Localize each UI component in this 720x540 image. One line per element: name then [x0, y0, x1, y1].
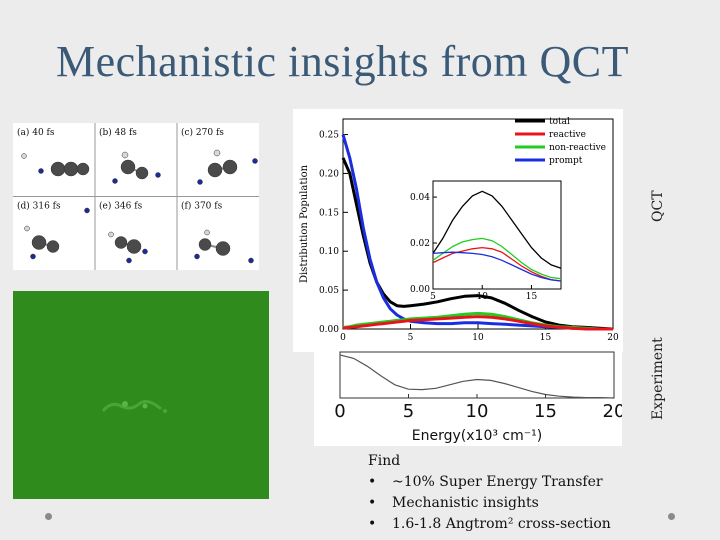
x-tick-label: 10	[472, 333, 484, 343]
plot-frame	[339, 351, 615, 399]
snapshot-label: (d) 316 fs	[17, 201, 61, 212]
x-tick-label: 15	[534, 401, 557, 422]
carbon-atom	[31, 235, 47, 250]
carbon-atom	[126, 239, 142, 254]
trajectory-snapshots-figure: (a) 40 fs (b) 48 fs (c) 270 fs (d) 316 fs (e…	[13, 123, 259, 270]
nitrogen-atom	[38, 168, 44, 174]
x-axis-label: Energy(x10³ cm⁻¹)	[412, 428, 542, 444]
x-tick-label: 15	[540, 333, 552, 343]
findings-list: Find • ~10% Super Energy Transfer • Mechan…	[368, 451, 611, 535]
x-tick-label: 5	[403, 401, 414, 422]
slide-title: Mechanistic insights from QCT	[56, 37, 629, 86]
legend-label: non-reactive	[549, 143, 606, 153]
slide-decor-dot-right	[668, 513, 675, 520]
y-tick-label: 0.10	[319, 247, 339, 257]
qct-chart-panel: 0.00 0.05 0.10 0.15 0.20 0.25 0 5 10 15 20 Distribu…	[293, 109, 623, 352]
inset-y-tick-label: 0.00	[410, 285, 430, 295]
carbon-atom	[222, 159, 238, 175]
hydrogen-atom	[108, 231, 114, 238]
y-tick-label: 0.00	[319, 325, 339, 335]
nitrogen-atom	[252, 158, 258, 164]
nitrogen-atom	[194, 253, 200, 260]
nitrogen-atom	[155, 172, 161, 178]
x-tick-label: 0	[340, 333, 346, 343]
trajectory-snapshots-panel: (a) 40 fs (b) 48 fs (c) 270 fs (d) 316 fs (e…	[13, 123, 259, 270]
hydrogen-atom	[204, 229, 210, 236]
hydrogen-atom	[24, 225, 30, 232]
inset-x-tick-label: 5	[430, 292, 436, 302]
hydrogen-atom	[121, 151, 129, 159]
inset-series-line-total	[432, 190, 562, 269]
series-line-reactive	[342, 315, 613, 331]
carbon-atom	[63, 161, 79, 177]
snapshot-label: (a) 40 fs	[17, 127, 55, 138]
y-tick-label: 0.20	[319, 169, 339, 179]
snapshot-label: (c) 270 fs	[181, 127, 224, 138]
y-tick-label: 0.15	[319, 208, 339, 218]
snapshot-label: (e) 346 fs	[99, 201, 143, 212]
finding-text: ~10% Super Energy Transfer	[392, 474, 603, 490]
y-tick-label: 0.05	[319, 286, 339, 296]
carbon-atom	[135, 166, 149, 180]
inset-y-tick-label: 0.04	[410, 193, 430, 203]
nitrogen-atom	[126, 257, 132, 264]
faint-molecule-image	[101, 399, 167, 413]
slide-decor-dot-left	[45, 513, 52, 520]
nitrogen-atom	[30, 253, 36, 260]
hydrogen-atom	[213, 149, 221, 157]
x-tick-label: 20	[607, 333, 619, 343]
carbon-atom	[120, 159, 136, 175]
qct-side-label: QCT	[650, 190, 666, 222]
y-tick-label: 0.25	[319, 131, 339, 141]
legend-label: total	[549, 117, 570, 127]
y-axis-label: Distribution Population	[299, 164, 310, 283]
legend-label: prompt	[549, 156, 583, 166]
nitrogen-atom	[142, 248, 148, 255]
qct-distribution-chart: 0.00 0.05 0.10 0.15 0.20 0.25 0 5 10 15 20 Distribu…	[299, 117, 619, 343]
carbon-atom	[198, 238, 212, 251]
experiment-chart-panel: 0 5 10 15 20 Energy(x10³ cm⁻¹)	[314, 350, 622, 446]
finding-item: • 1.6-1.8 Angtrom² cross-section	[368, 514, 611, 535]
carbon-atom	[50, 161, 66, 177]
nitrogen-atom	[112, 178, 118, 184]
inset-series-line-prompt	[432, 251, 562, 282]
x-tick-label: 5	[408, 333, 414, 343]
snapshot-label: (b) 48 fs	[99, 127, 137, 138]
legend-label: reactive	[549, 130, 586, 140]
carbon-atom	[114, 236, 128, 249]
carbon-atom	[215, 241, 231, 256]
inset-frame	[432, 180, 562, 290]
green-image-panel	[13, 291, 269, 499]
nitrogen-atom	[248, 257, 254, 264]
findings-heading: Find	[368, 453, 401, 469]
inset-y-tick-label: 0.02	[410, 239, 430, 249]
x-tick-label: 0	[334, 401, 345, 422]
hydrogen-atom	[21, 153, 27, 159]
experiment-spectrum-chart: 0 5 10 15 20 Energy(x10³ cm⁻¹)	[334, 351, 622, 444]
finding-item: • Mechanistic insights	[368, 493, 611, 514]
x-tick-label: 20	[603, 401, 622, 422]
carbon-atom	[46, 240, 60, 253]
inset-x-tick-label: 10	[477, 292, 489, 302]
experiment-side-label: Experiment	[650, 337, 666, 420]
finding-text: Mechanistic insights	[392, 495, 539, 511]
inset-series-line-reactive	[432, 246, 562, 282]
finding-text: 1.6-1.8 Angtrom² cross-section	[392, 516, 611, 532]
finding-item: • ~10% Super Energy Transfer	[368, 472, 611, 493]
inset-x-tick-label: 15	[526, 292, 538, 302]
x-tick-label: 10	[466, 401, 489, 422]
inset-series-line-non-reactive	[432, 237, 562, 280]
nitrogen-atom	[197, 179, 203, 185]
carbon-atom	[76, 162, 90, 176]
carbon-atom	[207, 162, 223, 178]
snapshot-label: (f) 370 fs	[181, 201, 223, 212]
nitrogen-atom	[84, 207, 90, 214]
experiment-series-line	[339, 354, 615, 399]
